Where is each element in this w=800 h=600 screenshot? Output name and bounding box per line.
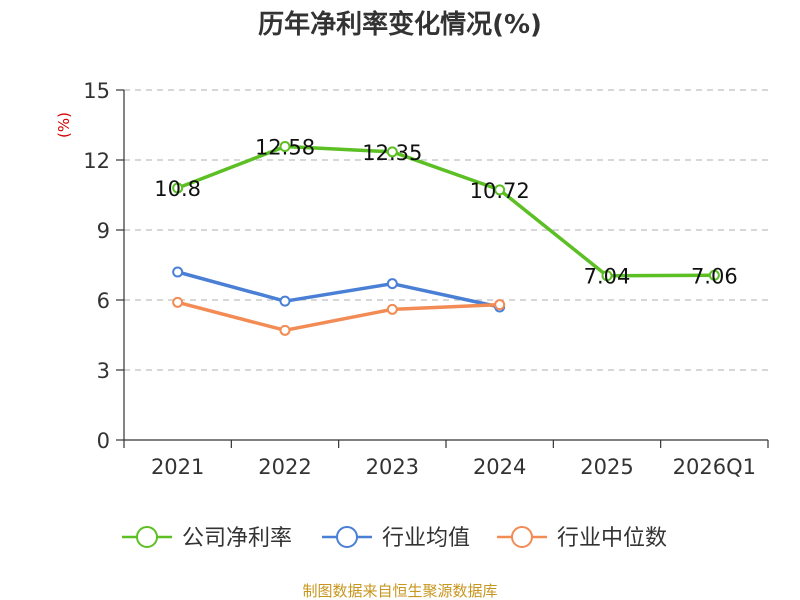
legend-marker-2 — [511, 526, 533, 548]
x-tick-label-2025: 2025 — [580, 455, 633, 479]
y-tick-label-0: 0 — [97, 429, 110, 453]
data-label-2023: 12.35 — [362, 141, 422, 165]
legend-marker-1 — [336, 526, 358, 548]
series-0-point-2026Q1 — [708, 269, 720, 281]
series-2-point-2023 — [386, 303, 398, 315]
x-tick-label-2024: 2024 — [473, 455, 526, 479]
y-tick-label-12: 12 — [83, 149, 110, 173]
chart-title: 历年净利率变化情况(%) — [258, 9, 542, 40]
y-tick-label-6: 6 — [97, 289, 110, 313]
axes — [116, 89, 769, 448]
series-0-point-2025 — [601, 270, 613, 282]
legend-marker-0 — [136, 526, 158, 548]
legend-label-2: 行业中位数 — [557, 526, 667, 551]
legend-label-0: 公司净利率 — [182, 526, 292, 551]
series-0-point-2024 — [494, 184, 506, 196]
series-0-point-2022 — [279, 140, 291, 152]
series-0-line — [175, 144, 717, 278]
series-1-line — [175, 270, 502, 309]
series-layer — [172, 140, 720, 336]
series-2-point-2022 — [279, 324, 291, 336]
data-label-2022: 12.58 — [255, 135, 315, 159]
legend-label-1: 行业均值 — [382, 526, 470, 551]
data-label-2026Q1: 7.06 — [691, 264, 738, 288]
data-label-2025: 7.04 — [584, 265, 631, 289]
y-tick-label-3: 3 — [97, 359, 110, 383]
data-labels: 10.8 12.58 12.35 10.72 7.04 7.06 — [154, 135, 737, 288]
x-tick-label-2022: 2022 — [258, 455, 311, 479]
series-0-point-2021 — [172, 182, 184, 194]
data-label-2024: 10.72 — [470, 179, 530, 203]
series-2-line — [175, 300, 502, 333]
x-tick-label-2026Q1: 2026Q1 — [673, 455, 756, 479]
series-1-point-2023 — [386, 278, 398, 290]
grid-lines — [124, 89, 768, 371]
legend: 公司净利率 行业均值 行业中位数 — [122, 526, 667, 551]
series-2-point-2021 — [172, 296, 184, 308]
x-tick-label-2023: 2023 — [366, 455, 419, 479]
data-label-2021: 10.8 — [154, 177, 201, 201]
series-1-point-2021 — [172, 266, 184, 278]
source-note: 制图数据来自恒生聚源数据库 — [302, 582, 497, 600]
series-2-point-2024 — [494, 299, 506, 311]
tick-labels: 0 3 6 9 12 15 2021 2022 2023 2024 2025 2026Q1 — [83, 79, 756, 479]
y-axis-label: (%) — [55, 112, 73, 138]
series-0-point-2023 — [386, 146, 398, 158]
x-tick-label-2021: 2021 — [151, 455, 204, 479]
y-tick-label-15: 15 — [83, 79, 110, 103]
series-1-point-2022 — [279, 295, 291, 307]
y-tick-label-9: 9 — [97, 219, 110, 243]
